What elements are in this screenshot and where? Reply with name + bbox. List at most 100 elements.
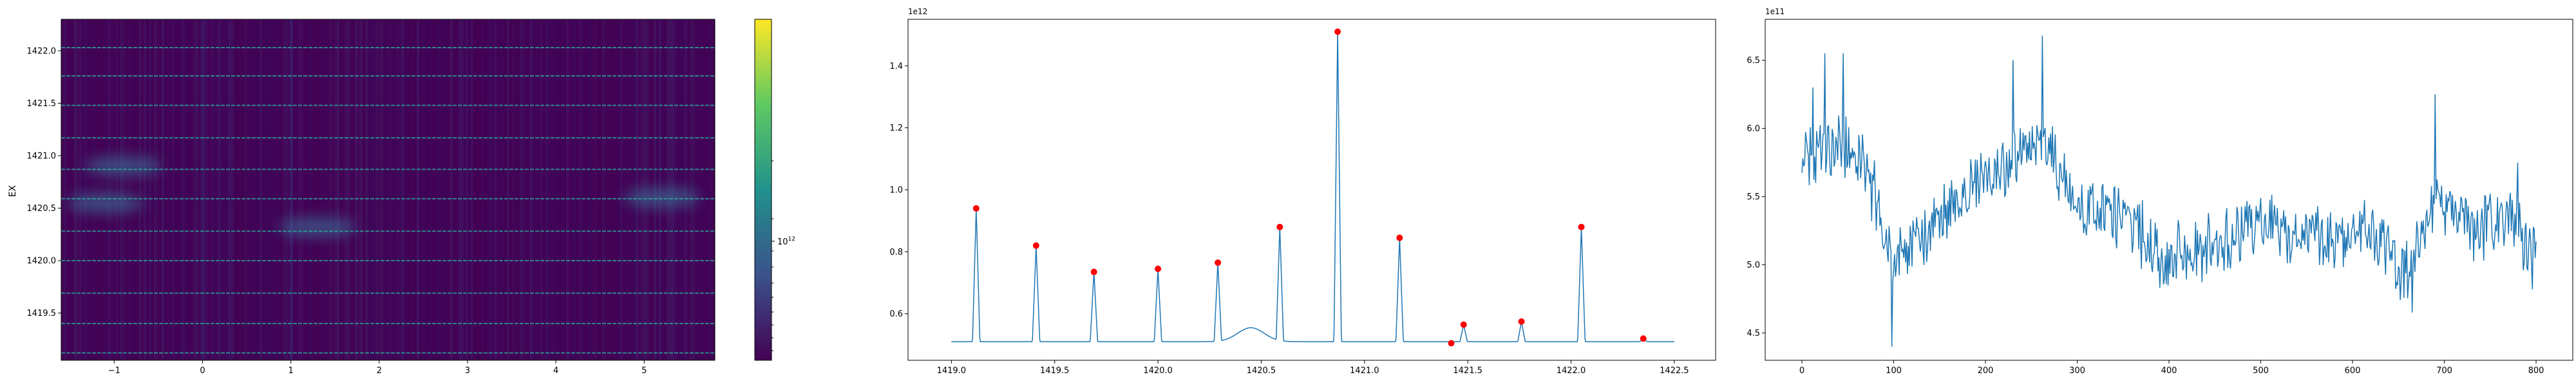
- heatmap-column-stripe: [226, 19, 229, 360]
- heatmap-column-stripe: [530, 19, 533, 360]
- peaks-x-ticks: 1419.0 1419.5 1420.0 1420.5 1421.0 1421.5 1422…: [937, 360, 1689, 376]
- heatmap-column-stripe: [113, 19, 115, 360]
- heatmap-x-tick-label: 4: [553, 366, 558, 376]
- heatmap-column-stripe: [520, 19, 522, 360]
- heatmap-column-stripe: [628, 19, 630, 360]
- heatmap-column-stripe: [574, 19, 576, 360]
- heatmap-column-stripe: [146, 19, 149, 360]
- heatmap-column-stripe: [195, 19, 198, 360]
- timeseries-x-tick-label: 400: [2161, 366, 2177, 376]
- timeseries-x-ticks: 0 100 200 300 400 500 600 700 800: [1799, 360, 2544, 376]
- colorbar-minor-ticks: [772, 160, 773, 351]
- heatmap-column-stripe: [221, 19, 223, 360]
- peaks-x-tick-label: 1419.5: [1040, 366, 1070, 376]
- heatmap-column-stripe: [435, 19, 437, 360]
- heatmap-x-tick-label: −1: [108, 366, 120, 376]
- heatmap-column-stripe: [92, 19, 95, 360]
- heatmap-column-stripe: [360, 19, 363, 360]
- heatmap-column-stripe: [504, 19, 507, 360]
- heatmap-column-stripe: [478, 19, 481, 360]
- heatmap-column-stripe: [471, 19, 473, 360]
- heatmap-column-stripe: [105, 19, 108, 360]
- heatmap-y-axis-label: EX: [8, 185, 18, 197]
- heatmap-column-stripe: [275, 19, 278, 360]
- timeseries-x-tick-label: 500: [2253, 366, 2269, 376]
- heatmap-column-stripe: [77, 19, 79, 360]
- heatmap-glow-region: [623, 187, 701, 208]
- heatmap-column-stripe: [597, 19, 600, 360]
- timeseries-offset-label: 1e11: [1765, 7, 1785, 16]
- heatmap-column-stripe: [61, 19, 64, 360]
- heatmap-column-stripe: [396, 19, 399, 360]
- heatmap-column-stripe: [64, 19, 66, 360]
- peaks-x-tick-label: 1422.5: [1660, 366, 1689, 376]
- heatmap-glow-region: [278, 216, 356, 237]
- heatmap-y-tick-label: 1422.0: [27, 46, 57, 56]
- heatmap-column-stripe: [540, 19, 543, 360]
- heatmap-column-stripe: [705, 19, 708, 360]
- heatmap-column-stripe: [260, 19, 262, 360]
- heatmap-column-stripe: [182, 19, 185, 360]
- heatmap-y-tick-label: 1419.5: [27, 309, 57, 318]
- timeseries-y-tick-label: 4.5: [1747, 329, 1760, 338]
- peak-marker: [1460, 321, 1467, 328]
- heatmap-column-stripe: [327, 19, 329, 360]
- peaks-offset-label: 1e12: [908, 7, 927, 16]
- heatmap-column-stripe: [582, 19, 584, 360]
- heatmap-x-tick-label: 3: [465, 366, 470, 376]
- heatmap-glow-region: [66, 192, 144, 214]
- heatmap-column-stripe: [190, 19, 193, 360]
- heatmap-column-stripe: [198, 19, 200, 360]
- heatmap-column-stripe: [82, 19, 84, 360]
- heatmap-column-stripe: [697, 19, 700, 360]
- heatmap-column-stripe: [535, 19, 538, 360]
- heatmap-column-stripe: [481, 19, 484, 360]
- heatmap-frame: [61, 19, 715, 361]
- heatmap-column-stripe: [66, 19, 69, 360]
- heatmap-column-stripe: [607, 19, 610, 360]
- heatmap-column-stripe: [365, 19, 368, 360]
- heatmap-column-stripe: [378, 19, 381, 360]
- heatmap-column-stripe: [422, 19, 424, 360]
- heatmap-column-stripe: [600, 19, 602, 360]
- heatmap-column-stripe: [118, 19, 120, 360]
- heatmap-column-stripe: [527, 19, 530, 360]
- heatmap-column-stripe: [90, 19, 92, 360]
- heatmap-column-stripe: [620, 19, 623, 360]
- heatmap-column-stripe: [391, 19, 393, 360]
- heatmap-column-stripe: [208, 19, 211, 360]
- heatmap-column-stripe: [515, 19, 517, 360]
- heatmap-column-stripe: [556, 19, 558, 360]
- heatmap-column-stripe: [270, 19, 272, 360]
- timeseries-x-tick-label: 0: [1799, 366, 1804, 376]
- heatmap-column-stripe: [489, 19, 491, 360]
- heatmap-column-stripe: [569, 19, 571, 360]
- heatmap-column-stripe: [278, 19, 280, 360]
- heatmap-column-stripe: [319, 19, 321, 360]
- heatmap-column-stripe: [432, 19, 435, 360]
- heatmap-column-stripe: [285, 19, 288, 360]
- heatmap-column-stripe: [355, 19, 357, 360]
- heatmap-column-stripe: [223, 19, 226, 360]
- heatmap-column-stripe: [499, 19, 502, 360]
- heatmap-column-stripe: [605, 19, 607, 360]
- heatmap-column-stripe: [298, 19, 301, 360]
- timeseries-plot-background: [1765, 19, 2573, 360]
- heatmap-x-tick-label: 0: [200, 366, 205, 376]
- heatmap-column-stripe: [229, 19, 231, 360]
- peak-marker: [1578, 223, 1585, 230]
- timeseries-y-tick-label: 6.0: [1747, 124, 1760, 134]
- heatmap-column-stripe: [497, 19, 499, 360]
- heatmap-column-stripe: [108, 19, 110, 360]
- heatmap-column-stripe: [494, 19, 497, 360]
- heatmap-column-stripe: [612, 19, 615, 360]
- heatmap-column-stripe: [594, 19, 597, 360]
- heatmap-column-stripe: [592, 19, 594, 360]
- heatmap-column-stripe: [133, 19, 136, 360]
- heatmap-column-stripe: [427, 19, 430, 360]
- heatmap-column-stripe: [383, 19, 386, 360]
- heatmap-column-stripe: [625, 19, 628, 360]
- heatmap-column-stripe: [347, 19, 350, 360]
- heatmap-column-stripe: [342, 19, 345, 360]
- heatmap-column-stripe: [156, 19, 159, 360]
